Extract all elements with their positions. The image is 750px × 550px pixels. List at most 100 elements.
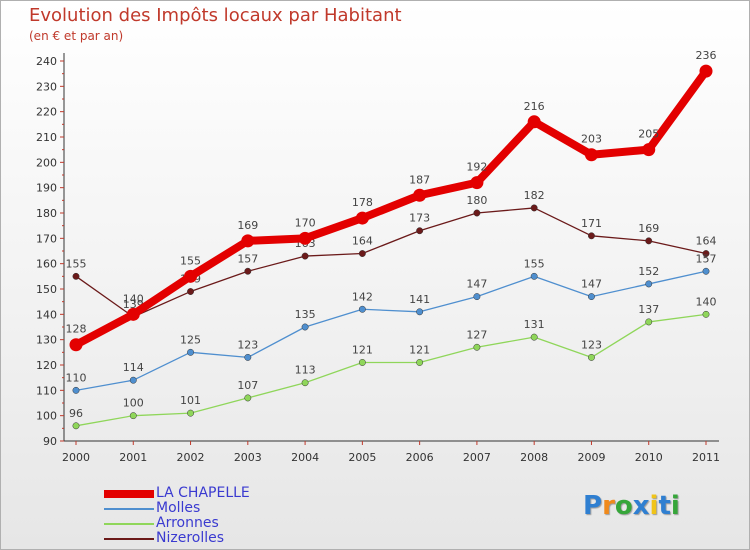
data-point [301, 323, 309, 331]
x-tick-label: 2006 [406, 451, 434, 464]
legend-item: LA CHAPELLE [104, 485, 304, 501]
data-label: 142 [352, 290, 373, 303]
data-point [72, 272, 80, 280]
x-tick-label: 2009 [577, 451, 605, 464]
data-point [699, 64, 713, 78]
data-label: 155 [524, 257, 545, 270]
data-label: 128 [66, 323, 87, 336]
y-tick-label: 190 [36, 182, 57, 195]
data-point [530, 333, 538, 341]
data-point [298, 231, 312, 245]
data-label: 110 [66, 371, 87, 384]
data-label: 152 [638, 265, 659, 278]
data-point [358, 250, 366, 257]
data-point [702, 250, 710, 257]
data-label: 135 [295, 308, 316, 321]
legend-swatch [104, 490, 154, 498]
data-point [416, 359, 424, 366]
series-line [75, 313, 707, 427]
series-line [75, 207, 707, 318]
legend: LA CHAPELLE Molles Arronnes Nizerolles [104, 485, 304, 546]
legend-label: LA CHAPELLE [156, 485, 250, 501]
brand-letter: x [632, 491, 650, 521]
data-point [358, 305, 366, 313]
data-point [184, 269, 198, 283]
data-point [584, 148, 598, 162]
y-tick-label: 220 [36, 106, 57, 119]
data-point [645, 318, 653, 326]
data-label: 180 [466, 194, 487, 207]
data-label: 192 [466, 161, 487, 174]
data-label: 127 [466, 328, 487, 341]
data-label: 100 [123, 397, 144, 410]
data-label: 178 [352, 196, 373, 209]
data-label: 157 [696, 252, 717, 265]
data-label: 121 [409, 343, 430, 356]
series-line [72, 67, 710, 349]
x-tick-label: 2010 [635, 451, 663, 464]
data-point [244, 394, 252, 402]
series-line [75, 270, 707, 391]
brand-logo: Proxiti [583, 491, 680, 521]
data-label: 164 [352, 235, 373, 248]
data-point [244, 353, 252, 361]
data-label: 114 [123, 361, 144, 374]
data-point [241, 234, 255, 248]
x-tick-label: 2000 [62, 451, 90, 464]
brand-letter: o [614, 491, 633, 521]
data-point [470, 176, 484, 190]
data-label: 171 [581, 217, 602, 230]
data-point [530, 272, 538, 280]
brand-letter: i [670, 491, 680, 521]
data-point [473, 293, 481, 301]
brand-letter: P [583, 491, 603, 521]
y-tick-label: 150 [36, 283, 57, 296]
data-label: 101 [180, 394, 201, 407]
data-point [129, 412, 137, 420]
brand-letter: i [649, 491, 659, 521]
data-point [588, 232, 595, 240]
data-label: 164 [696, 235, 717, 248]
data-label: 170 [295, 216, 316, 229]
data-point [642, 143, 656, 157]
x-tick-label: 2003 [234, 451, 262, 464]
y-tick-label: 170 [36, 232, 57, 245]
legend-label: Molles [156, 500, 201, 516]
legend-swatch [104, 508, 154, 510]
x-tick-label: 2002 [177, 451, 205, 464]
data-label: 137 [638, 303, 659, 316]
data-label: 205 [638, 128, 659, 141]
data-point [187, 409, 194, 417]
x-tick-label: 2005 [348, 451, 376, 464]
data-label: 121 [352, 343, 373, 356]
data-point [416, 227, 424, 235]
y-tick-label: 160 [36, 258, 57, 271]
chart-title: Evolution des Impôts locaux par Habitant [29, 5, 402, 26]
data-point [530, 204, 538, 212]
x-tick-label: 2004 [291, 451, 319, 464]
data-label: 141 [409, 293, 430, 306]
data-point [69, 338, 83, 352]
data-point [527, 115, 541, 129]
data-label: 157 [237, 252, 258, 265]
legend-swatch [104, 523, 154, 525]
y-tick-label: 210 [36, 131, 57, 144]
legend-item: Molles [104, 500, 304, 516]
data-label: 187 [409, 173, 430, 186]
data-point [645, 237, 653, 245]
data-label: 123 [581, 338, 602, 351]
data-point [645, 280, 653, 288]
data-label: 147 [466, 278, 487, 291]
y-tick-label: 100 [36, 410, 57, 423]
data-label: 140 [696, 295, 717, 308]
x-tick-label: 2011 [692, 451, 720, 464]
data-point [473, 209, 481, 217]
data-point [244, 267, 252, 275]
legend-label: Arronnes [156, 515, 219, 531]
y-tick-label: 120 [36, 359, 57, 372]
data-point [358, 359, 366, 366]
data-point [187, 288, 194, 295]
data-label: 155 [180, 254, 201, 267]
